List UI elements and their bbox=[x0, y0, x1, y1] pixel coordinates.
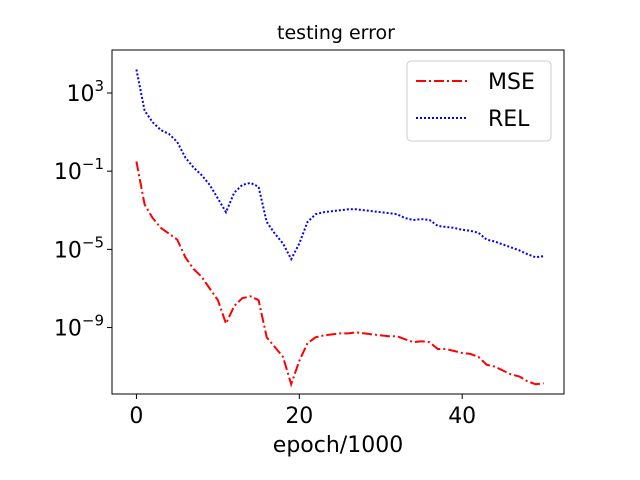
x-tick-label: 40 bbox=[448, 404, 476, 429]
y-tick-label: 10−1 bbox=[54, 155, 104, 185]
legend: MSE REL bbox=[406, 60, 552, 142]
legend-label-rel: REL bbox=[488, 107, 530, 132]
y-tick-label: 103 bbox=[66, 77, 104, 107]
x-tick-label: 20 bbox=[285, 404, 313, 429]
plot-frame bbox=[111, 49, 565, 395]
legend-label-mse: MSE bbox=[488, 70, 535, 95]
x-axis: 0 20 40 bbox=[129, 394, 476, 429]
y-tick-label: 10−9 bbox=[54, 312, 104, 342]
series-layer bbox=[135, 69, 544, 388]
y-axis: 103 10−1 10−5 10−9 bbox=[54, 77, 112, 342]
series-line-rel bbox=[135, 69, 544, 262]
y-tick-label: 10−5 bbox=[54, 233, 104, 263]
chart-title: testing error bbox=[277, 22, 395, 44]
series-line-mse bbox=[135, 161, 544, 388]
x-tick-label: 0 bbox=[129, 404, 143, 429]
x-axis-label: epoch/1000 bbox=[273, 433, 403, 458]
